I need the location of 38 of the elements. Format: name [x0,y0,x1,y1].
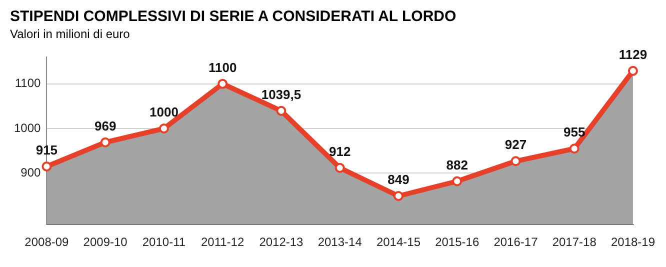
data-label: 1129 [618,46,648,62]
data-label: 969 [94,118,116,134]
x-tick-label: 2012-13 [259,235,304,250]
x-tick-label: 2013-14 [318,235,362,250]
data-label: 1039,5 [261,86,302,102]
x-tick-label: 2008-09 [24,235,70,250]
data-label: 955 [564,124,586,140]
data-label: 849 [388,172,410,188]
point [628,66,638,76]
y-tick-label: 900 [20,166,42,180]
point [393,190,404,201]
x-tick-label: 2010-11 [142,235,186,250]
data-label: 1100 [208,60,237,75]
point [276,106,286,116]
chart-subtitle: Valori in milioni di euro [10,27,131,41]
x-tick-label: 2017-18 [552,235,597,250]
chart-title: STIPENDI COMPLESSIVI DI SERIE A CONSIDERATI AL LORDO [10,8,458,25]
point [510,156,521,166]
data-label: 927 [504,137,527,152]
data-label: 915 [36,142,58,158]
x-tick-label: 2015-16 [435,235,480,250]
data-label: 1000 [149,104,178,120]
x-tick-label: 2011-12 [201,235,244,250]
x-tick-label: 2009-10 [83,235,128,250]
data-label: 882 [446,157,468,172]
x-tick-label: 2014-15 [376,235,421,250]
x-tick-label: 2016-17 [494,235,538,250]
point [334,162,345,173]
point [158,124,169,134]
x-tick-label: 2018-19 [610,235,656,250]
y-tick-label: 1100 [14,76,42,90]
point [452,176,462,186]
data-label: 912 [328,144,351,159]
point [100,137,110,148]
point [42,162,52,172]
y-tick-label: 1000 [14,120,42,135]
point [569,144,580,154]
point [218,78,228,89]
